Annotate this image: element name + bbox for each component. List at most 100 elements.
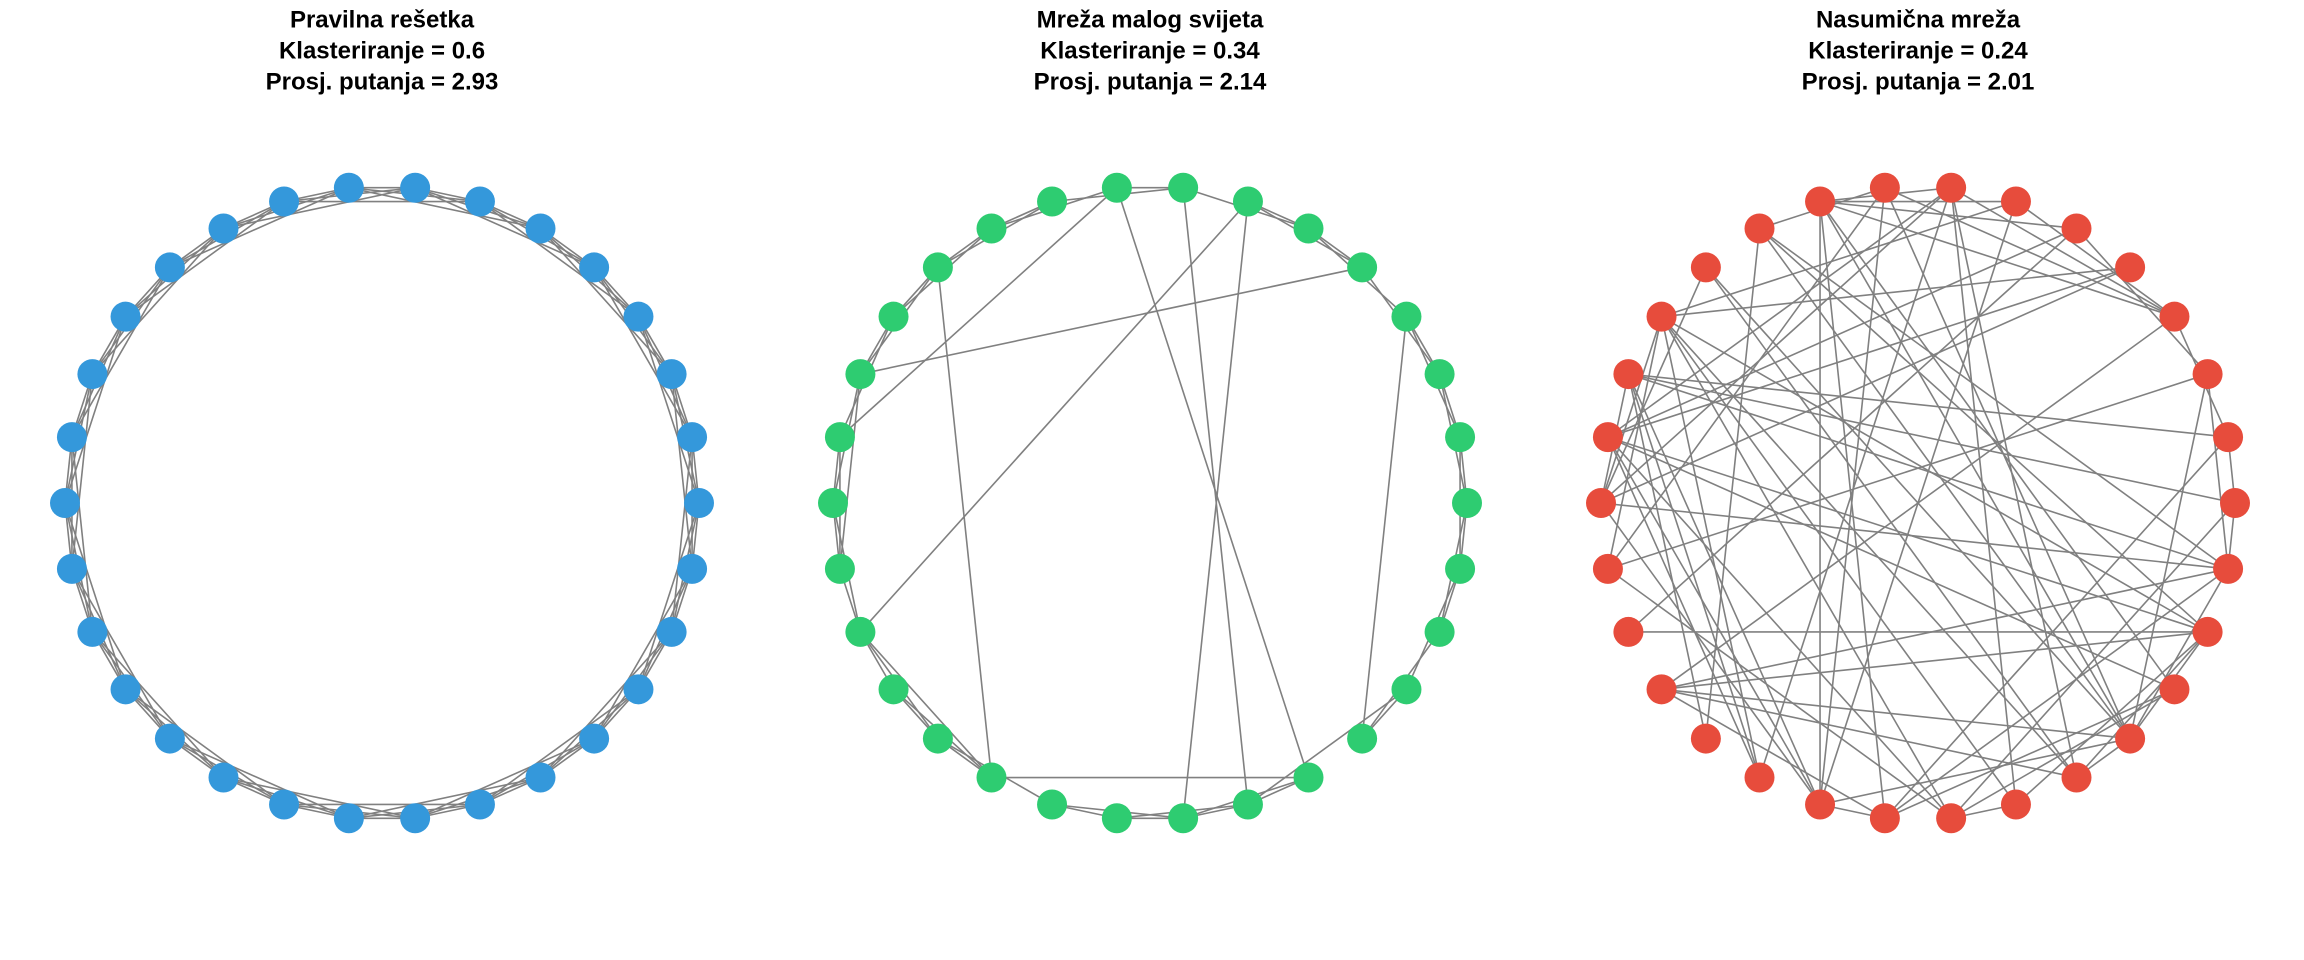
path-length-label: Prosj. putanja = 2.14 — [1034, 68, 1267, 95]
node — [2000, 186, 2031, 217]
edge — [1884, 187, 2175, 318]
node — [1391, 674, 1422, 705]
edge — [839, 373, 862, 569]
node — [2115, 252, 2146, 283]
node — [1646, 674, 1677, 705]
edge — [1607, 187, 1886, 570]
panel-title: Mreža malog svijeta — [1037, 6, 1264, 33]
node — [1869, 803, 1900, 834]
edge — [1182, 187, 1249, 805]
panel: Nasumična mreža Klasteriranje = 0.24 Pro… — [1586, 6, 2250, 834]
path-length-label: Prosj. putanja = 2.93 — [266, 68, 499, 95]
node — [1293, 213, 1324, 244]
node — [400, 803, 431, 834]
node — [464, 789, 495, 820]
node — [976, 762, 1007, 793]
node — [2159, 301, 2190, 332]
edge — [1600, 267, 1707, 504]
edge — [1247, 688, 1407, 806]
node — [2159, 674, 2190, 705]
node — [1744, 762, 1775, 793]
edge — [479, 688, 639, 806]
edge — [539, 227, 673, 375]
node — [976, 213, 1007, 244]
network — [818, 172, 1482, 834]
node — [1592, 553, 1623, 584]
edge — [169, 187, 350, 269]
node — [878, 301, 909, 332]
network — [1586, 172, 2250, 834]
node — [1805, 789, 1836, 820]
node — [684, 488, 714, 518]
node — [400, 172, 431, 203]
edge — [593, 568, 693, 739]
node — [77, 616, 108, 647]
node — [333, 172, 364, 203]
edge — [1116, 187, 1310, 778]
edge — [2075, 631, 2209, 779]
edge — [593, 267, 693, 438]
node — [824, 553, 855, 584]
edge — [169, 737, 350, 819]
edge — [670, 437, 693, 633]
node — [1232, 789, 1263, 820]
node — [154, 723, 185, 754]
node — [1424, 616, 1455, 647]
clustering-label: Klasteriranje = 0.34 — [1040, 37, 1260, 64]
edge — [1884, 568, 2229, 819]
node — [623, 301, 654, 332]
edge — [414, 187, 595, 269]
edge — [1607, 227, 2077, 438]
node — [333, 803, 364, 834]
edge — [91, 631, 225, 779]
node — [56, 422, 87, 453]
edge — [637, 502, 700, 690]
node — [1586, 488, 1616, 518]
edge — [1661, 200, 2017, 318]
node — [1347, 252, 1378, 283]
edge — [1819, 737, 2131, 806]
node — [1869, 172, 1900, 203]
node — [1744, 213, 1775, 244]
edge — [125, 200, 285, 318]
edge — [2129, 373, 2209, 739]
edge — [91, 227, 225, 375]
node — [824, 422, 855, 453]
node — [110, 674, 141, 705]
panel: Mreža malog svijeta Klasteriranje = 0.34… — [818, 6, 1482, 834]
edge — [2015, 631, 2209, 806]
node — [1037, 186, 1068, 217]
node — [818, 488, 848, 518]
edge — [670, 373, 693, 569]
edge — [1661, 568, 2229, 691]
node — [1293, 762, 1324, 793]
edge — [479, 200, 639, 318]
node — [2061, 762, 2092, 793]
edge — [1759, 227, 2229, 570]
edge — [1819, 201, 1886, 819]
edge — [1607, 436, 1952, 819]
edge — [1661, 688, 1886, 819]
node — [1391, 301, 1422, 332]
node — [1037, 789, 1068, 820]
node — [208, 213, 239, 244]
node — [464, 186, 495, 217]
node — [1690, 723, 1721, 754]
edge — [1950, 688, 2175, 819]
edge — [1607, 436, 1761, 778]
node — [2192, 359, 2223, 390]
node — [2220, 488, 2250, 518]
node — [878, 674, 909, 705]
clustering-label: Klasteriranje = 0.24 — [1808, 37, 2028, 64]
edge — [1607, 436, 2175, 691]
edge — [860, 266, 1363, 375]
panel-title: Nasumična mreža — [1816, 6, 2021, 33]
node — [50, 488, 80, 518]
edge — [1819, 200, 2077, 230]
node — [579, 723, 610, 754]
node — [579, 252, 610, 283]
path-length-label: Prosj. putanja = 2.01 — [1802, 68, 2035, 95]
node — [154, 252, 185, 283]
node — [1936, 803, 1967, 834]
